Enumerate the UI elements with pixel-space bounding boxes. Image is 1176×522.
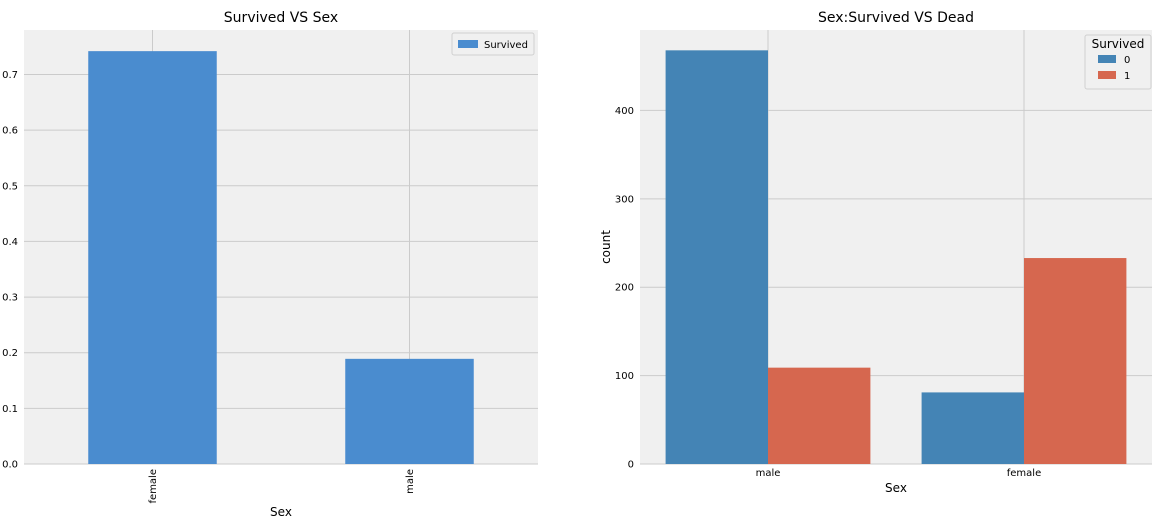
y-tick-label: 0 xyxy=(628,460,634,471)
bar-Survived-female xyxy=(88,51,217,465)
x-tick-label: female xyxy=(1007,468,1041,479)
y-tick-label: 0.2 xyxy=(2,348,18,359)
x-axis-label: Sex xyxy=(885,481,907,495)
x-tick-label: male xyxy=(405,469,416,494)
legend: Survived xyxy=(451,32,535,56)
chart-2: 0 100 200 300 400 male female Sex:Survived VS D… xyxy=(599,10,1152,495)
bar-1-male xyxy=(768,367,871,464)
y-tick-label: 0.5 xyxy=(2,181,18,192)
y-tick-label: 200 xyxy=(615,283,634,294)
y-tick-label: 0.6 xyxy=(2,126,18,137)
y-tick-label: 0.3 xyxy=(2,293,18,304)
legend-swatch xyxy=(1098,55,1116,63)
y-axis-label: count xyxy=(599,230,613,264)
legend-box xyxy=(451,32,535,56)
legend: Survived 0 1 xyxy=(1084,34,1152,90)
y-tick-label: 400 xyxy=(615,106,634,117)
y-tick-label: 0.1 xyxy=(2,404,18,415)
legend-label: 1 xyxy=(1124,71,1130,82)
bar-1-female xyxy=(1024,258,1127,464)
chart-title: Survived VS Sex xyxy=(224,10,338,26)
chart-1: 0.0 0.1 0.2 0.3 0.4 0.5 0.6 0.7 female male Surviv… xyxy=(2,10,538,519)
x-tick-label: male xyxy=(756,468,781,479)
chart-title: Sex:Survived VS Dead xyxy=(818,10,974,26)
legend-swatch xyxy=(1098,71,1116,79)
y-tick-label: 300 xyxy=(615,194,634,205)
y-tick-label: 100 xyxy=(615,371,634,382)
legend-label: Survived xyxy=(484,40,528,51)
y-tick-label: 0.4 xyxy=(2,237,18,248)
legend-label: 0 xyxy=(1124,55,1130,66)
legend-swatch xyxy=(458,40,478,48)
x-tick-label: female xyxy=(148,469,159,503)
bar-Survived-male xyxy=(345,358,474,464)
bar-0-female xyxy=(921,392,1024,464)
y-tick-label: 0.0 xyxy=(2,460,18,471)
y-tick-label: 0.7 xyxy=(2,70,18,81)
bar-0-male xyxy=(665,50,768,464)
x-axis-label: Sex xyxy=(270,505,292,519)
legend-title: Survived xyxy=(1092,37,1145,51)
